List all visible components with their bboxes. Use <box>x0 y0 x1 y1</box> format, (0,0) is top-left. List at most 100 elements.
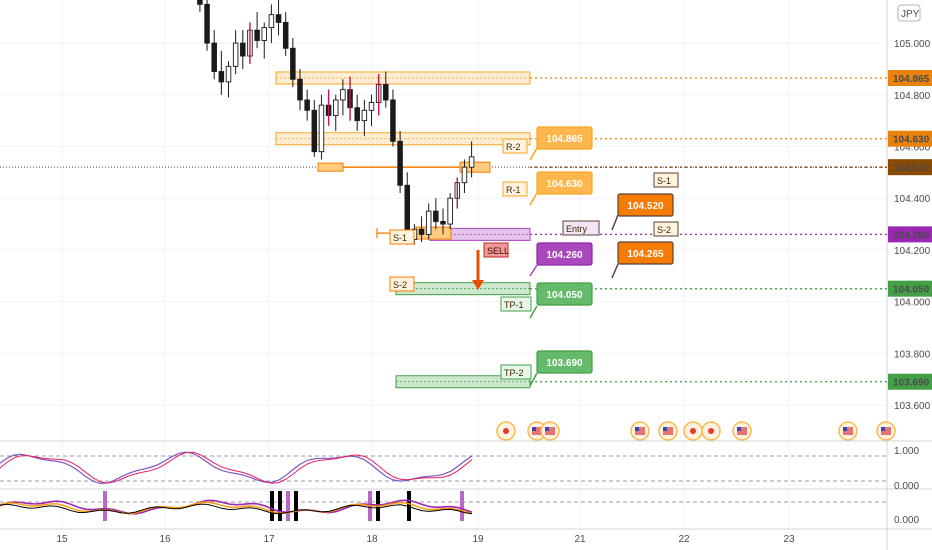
mom-marker-bar <box>286 491 290 521</box>
candle-body <box>311 109 318 153</box>
price-tag <box>888 280 932 297</box>
event-icon-flag-canton <box>737 427 741 431</box>
x-tick-label: 23 <box>783 534 795 545</box>
event-icon-flag-canton <box>843 427 847 431</box>
callout-tp1-text: 104.050 <box>546 290 583 301</box>
event-icon-flag <box>532 427 542 435</box>
callout-connector <box>611 263 619 279</box>
y-tick-label: 103.600 <box>894 401 931 412</box>
price-tag-label: 104.865 <box>893 74 930 85</box>
mom-line-b <box>0 501 473 515</box>
y-tick-label: 104.800 <box>894 91 931 102</box>
event-icon-dot <box>708 428 714 434</box>
event-icon-flag-canton <box>881 427 885 431</box>
sell-label: SELL <box>487 246 509 256</box>
callout-r1-text: 104.630 <box>546 179 583 190</box>
x-tick-label: 22 <box>678 534 690 545</box>
callout-r2 <box>536 126 593 150</box>
y-tick-label: 103.800 <box>894 349 931 360</box>
level-callouts: R-2 104.865 R-1 104.630 S-1 S-1 104.520 S-2 S-2 1… <box>389 126 679 387</box>
zone-s1-box-right <box>459 161 491 173</box>
sell-arrow-head <box>472 280 484 290</box>
candle-body <box>218 71 225 83</box>
event-icon-flag-canton <box>532 427 536 431</box>
candle-body <box>425 210 432 235</box>
sell-badge <box>483 242 509 258</box>
label-s1-left-text: S-1 <box>393 233 407 243</box>
candle-body <box>318 104 325 153</box>
callout-r2-text: 104.865 <box>546 134 583 145</box>
label-s1-right-text: S-1 <box>657 176 671 186</box>
candle-body <box>225 65 232 83</box>
callout-connector <box>529 372 538 387</box>
label-s2-right <box>653 221 679 237</box>
label-s2-right-text: S-2 <box>657 225 671 235</box>
time-axis[interactable]: 151617181921222320 <box>56 534 795 545</box>
callout-s2-text: 104.265 <box>627 249 664 260</box>
candlestick-series <box>197 0 475 245</box>
x-tick-label: 15 <box>56 534 68 545</box>
candle-body <box>297 78 303 101</box>
mom-marker-bar <box>407 491 411 521</box>
mom-line-a <box>0 499 473 515</box>
mom-level-label: 0.000 <box>894 515 919 526</box>
callout-connector <box>529 192 538 206</box>
currency-badge <box>897 4 921 22</box>
candle-body <box>368 102 375 111</box>
osc-level-label: 1.000 <box>894 446 919 457</box>
event-icon-flag-canton <box>663 427 667 431</box>
oscillator-panel: 1.000 0.000 <box>0 446 919 492</box>
x-tick-label: 16 <box>159 534 171 545</box>
callout-entry <box>536 242 593 266</box>
price-tag <box>888 69 932 86</box>
price-tag <box>888 373 932 390</box>
candle-body <box>275 14 282 23</box>
candle-body <box>361 109 368 122</box>
candle-body <box>197 0 203 5</box>
event-icon-dot <box>503 428 509 434</box>
economic-events <box>496 421 896 441</box>
price-tag <box>888 226 932 243</box>
candle-body <box>433 210 439 222</box>
x-tick-label: 17 <box>263 534 275 545</box>
event-icon-flag <box>635 427 645 435</box>
label-tp1 <box>500 296 532 312</box>
osc-level-label: 0.000 <box>894 481 919 492</box>
event-icon-flag <box>663 427 673 435</box>
price-axis[interactable]: 105.600105.400105.200105.000104.800104.6… <box>888 0 932 412</box>
label-tp1-text: TP-1 <box>504 300 524 310</box>
label-r1-text: R-1 <box>506 185 521 195</box>
candle-body <box>447 197 453 225</box>
osc-line-k <box>0 451 473 485</box>
price-tag-label: 104.050 <box>893 285 930 296</box>
price-tag-label: 104.260 <box>893 230 930 241</box>
mom-marker-bar <box>460 491 464 521</box>
candle-body <box>468 156 475 168</box>
callout-s2 <box>617 241 674 265</box>
candle-body <box>261 27 268 41</box>
callout-r1 <box>536 171 593 195</box>
y-tick-label: 104.400 <box>894 194 931 205</box>
price-tag-label: 104.630 <box>893 135 930 146</box>
candle-body <box>333 99 339 116</box>
y-tick-label: 104.000 <box>894 298 931 309</box>
callout-s1-text: 104.520 <box>627 201 664 212</box>
candle-body <box>390 99 396 142</box>
callout-s1 <box>617 193 674 217</box>
candle-body <box>383 84 389 101</box>
price-tag <box>888 130 932 147</box>
osc-line-d <box>0 451 473 484</box>
candle-body <box>354 107 360 122</box>
event-icon-dot <box>690 428 696 434</box>
level-zones <box>0 71 887 389</box>
mom-marker-bar <box>103 491 107 521</box>
callout-connector <box>529 147 538 161</box>
event-icon-flag <box>545 427 555 435</box>
candle-body <box>204 3 210 44</box>
label-s2-left-text: S-2 <box>393 280 407 290</box>
label-s1-left <box>389 229 415 245</box>
candle-body <box>290 47 296 80</box>
candle-body <box>340 89 346 101</box>
